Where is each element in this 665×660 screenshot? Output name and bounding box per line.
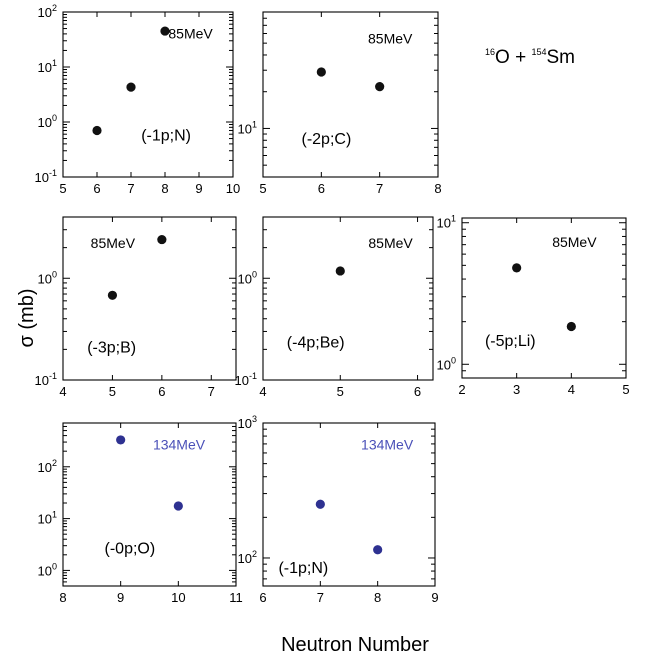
plot-frame: [461, 217, 627, 379]
x-tick-label: 8: [59, 590, 66, 605]
panel-6: 8 9 10 11 100 101 102 (-0p;O) 134MeV: [38, 422, 243, 605]
x-tick-label: 5: [59, 181, 66, 196]
data-point: [173, 501, 183, 511]
x-tick-label: 9: [195, 181, 202, 196]
data-point: [375, 82, 385, 92]
y-tick-label: 101: [437, 214, 456, 231]
panel-5: 2 3 4 5 100 101 (-5p;Li) 85MeV: [437, 214, 630, 397]
data-point: [157, 234, 167, 245]
x-tick-label: 4: [568, 382, 575, 397]
plot-frame: [62, 11, 234, 178]
data-point: [373, 545, 383, 555]
panel-7: 6 7 8 9 102 103 (-1p;N) 134MeV: [238, 414, 439, 605]
x-tick-label: 10: [226, 181, 240, 196]
y-tick-label: 101: [38, 58, 57, 75]
energy-label: 85MeV: [168, 26, 213, 42]
y-tick-label: 10-1: [35, 168, 57, 185]
y-tick-label: 10-1: [35, 371, 57, 388]
y-axis-label: σ (mb): [16, 288, 38, 347]
plot-frame: [262, 216, 434, 381]
y-tick-label: 102: [38, 3, 57, 20]
y-tick-label: 102: [238, 549, 257, 566]
reaction-title: 16O + 154Sm: [485, 47, 575, 68]
y-tick-label: 100: [38, 113, 57, 130]
y-tick-label: 100: [437, 355, 456, 372]
data-point: [92, 125, 102, 136]
plot-frame: [62, 422, 237, 587]
y-tick-label: 101: [38, 510, 57, 527]
panel-label: (-3p;B): [87, 339, 136, 356]
x-tick-label: 7: [317, 590, 324, 605]
panel-label: (-4p;Be): [287, 334, 345, 351]
energy-label: 134MeV: [153, 436, 206, 452]
y-tick-label: 10-1: [235, 371, 257, 388]
x-tick-label: 6: [318, 181, 325, 196]
data-point: [335, 266, 345, 276]
x-tick-label: 5: [259, 181, 266, 196]
data-point: [160, 26, 170, 36]
data-point: [512, 263, 522, 273]
data-point: [116, 435, 126, 445]
y-tick-label: 100: [38, 269, 57, 286]
x-tick-label: 8: [161, 181, 168, 196]
x-tick-label: 9: [117, 590, 124, 605]
x-tick-label: 8: [434, 181, 441, 196]
data-point: [107, 290, 118, 300]
x-tick-label: 4: [59, 384, 66, 399]
x-tick-label: 8: [374, 590, 381, 605]
y-tick-label: 100: [38, 561, 57, 578]
x-tick-label: 7: [376, 181, 383, 196]
panel-3: 4 5 6 7 10-1 100 (-3p;B) 85MeV: [35, 216, 237, 399]
plot-frame: [62, 216, 237, 381]
x-tick-label: 3: [513, 382, 520, 397]
data-point: [315, 499, 325, 509]
x-tick-label: 10: [171, 590, 185, 605]
x-tick-label: 5: [109, 384, 116, 399]
panel-label: (-1p;N): [141, 128, 191, 145]
y-tick-label: 101: [238, 119, 257, 136]
data-point: [126, 82, 136, 92]
data-point: [566, 321, 576, 332]
energy-label: 85MeV: [368, 30, 413, 46]
panel-label: (-0p;O): [105, 540, 156, 557]
y-tick-label: 100: [238, 269, 257, 286]
energy-label: 134MeV: [361, 436, 414, 452]
x-tick-label: 5: [337, 384, 344, 399]
x-tick-label: 7: [127, 181, 134, 196]
panel-1: 5 6 7 8 9 10 10-1 100 101 102 (-1p;N) 85MeV: [35, 3, 241, 196]
x-tick-label: 6: [93, 181, 100, 196]
panel-2: 5 6 7 8 101 (-2p;C) 85MeV: [238, 11, 442, 196]
x-tick-label: 11: [229, 590, 243, 605]
plot-frame: [262, 11, 439, 178]
energy-label: 85MeV: [368, 235, 413, 251]
x-axis-label: Neutron Number: [281, 634, 429, 656]
x-tick-label: 5: [622, 382, 629, 397]
x-tick-label: 9: [431, 590, 438, 605]
panel-label: (-2p;C): [302, 131, 352, 148]
x-tick-label: 7: [208, 384, 215, 399]
y-tick-label: 103: [238, 414, 257, 431]
energy-label: 85MeV: [552, 234, 597, 250]
panel-label: (-1p;N): [278, 560, 328, 577]
panel-4: 4 5 6 10-1 100 (-4p;Be) 85MeV: [235, 216, 434, 399]
x-tick-label: 6: [414, 384, 421, 399]
energy-label: 85MeV: [91, 235, 136, 251]
x-tick-label: 2: [458, 382, 465, 397]
y-tick-label: 102: [38, 458, 57, 475]
panel-label: (-5p;Li): [485, 333, 536, 350]
plot-frame: [262, 422, 436, 587]
x-tick-label: 4: [259, 384, 266, 399]
x-tick-label: 6: [158, 384, 165, 399]
data-point: [316, 67, 326, 77]
x-tick-label: 6: [259, 590, 266, 605]
